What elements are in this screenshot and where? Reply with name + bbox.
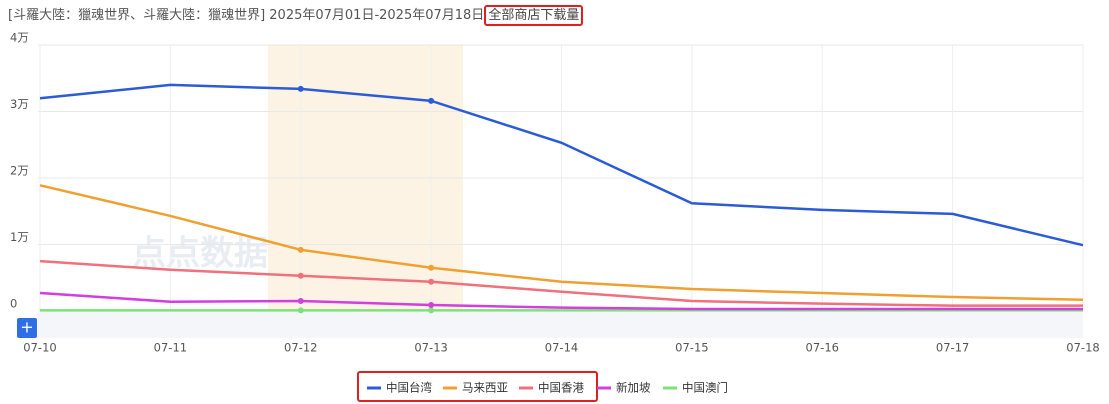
x-tick-label: 07-13 (414, 341, 447, 355)
y-tick-label: 0 (10, 297, 17, 311)
point (297, 272, 304, 279)
x-tick-label: 07-17 (936, 341, 969, 355)
point (297, 307, 304, 314)
x-tick-label: 07-15 (675, 341, 708, 355)
scroll-area (38, 312, 1083, 338)
point (297, 246, 304, 253)
legend-label: 中国台湾 (386, 381, 432, 395)
x-tick-label: 07-16 (806, 341, 839, 355)
x-tick-label: 07-11 (154, 341, 187, 355)
expand-button[interactable] (17, 318, 37, 338)
y-tick-label: 1万 (10, 230, 29, 244)
series-line (39, 291, 1083, 311)
expand-icon[interactable]: + (20, 318, 33, 337)
legend-label: 马来西亚 (462, 381, 508, 395)
point (428, 97, 435, 104)
point (428, 278, 435, 285)
series-line (39, 259, 1083, 307)
watermark: 点点数据 (132, 234, 268, 274)
point (428, 307, 435, 314)
chart-title: [斗羅大陸：獵魂世界、斗羅大陸：獵魂世界] 2025年07月01日-2025年0… (8, 8, 485, 23)
x-tick-label: 07-10 (23, 341, 56, 355)
point (297, 85, 304, 92)
series-line (39, 83, 1084, 247)
point (428, 302, 435, 309)
point (297, 298, 304, 305)
legend-label: 新加坡 (616, 381, 651, 395)
point (428, 264, 435, 271)
y-tick-label: 2万 (10, 164, 29, 178)
header: [斗羅大陸：獵魂世界、斗羅大陸：獵魂世界] 2025年07月01日-2025年0… (8, 4, 584, 26)
x-tick-label: 07-18 (1066, 341, 1099, 355)
series-line (39, 184, 1084, 301)
legend-label: 中国澳门 (682, 381, 728, 395)
x-tick-label: 07-14 (545, 341, 578, 355)
y-tick-label: 3万 (10, 97, 29, 111)
x-tick-label: 07-12 (284, 341, 317, 355)
y-tick-label: 4万 (10, 31, 29, 45)
legend-label: 中国香港 (538, 381, 584, 395)
metric-label: 全部商店下载量 (484, 5, 584, 26)
